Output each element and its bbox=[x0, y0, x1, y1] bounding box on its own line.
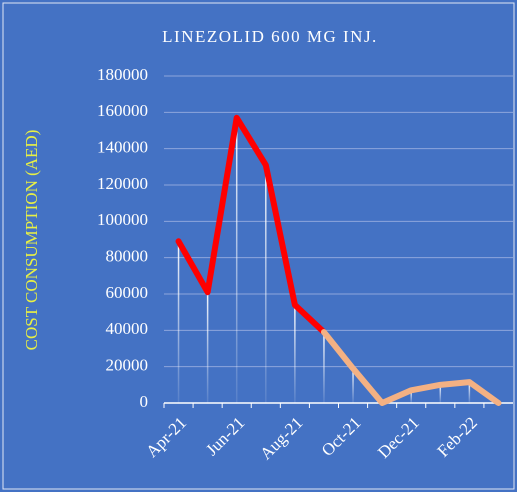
y-tick-label: 20000 bbox=[106, 356, 149, 375]
drop-line bbox=[177, 241, 180, 403]
y-tick-label: 40000 bbox=[106, 319, 149, 338]
y-tick-label: 0 bbox=[140, 392, 149, 411]
drop-line bbox=[410, 390, 412, 403]
drop-line bbox=[352, 368, 354, 403]
drop-line bbox=[265, 165, 267, 403]
y-tick-label: 160000 bbox=[97, 101, 148, 120]
drop-line bbox=[439, 384, 442, 403]
y-axis-label: COST CONSUMPTION (AED) bbox=[22, 130, 41, 351]
y-tick-label: 180000 bbox=[97, 65, 148, 84]
drop-line bbox=[235, 117, 238, 404]
series-line bbox=[175, 114, 327, 336]
y-tick-label: 120000 bbox=[97, 174, 148, 193]
drop-line bbox=[206, 292, 209, 403]
y-tick-label: 60000 bbox=[106, 283, 149, 302]
series-line bbox=[320, 329, 502, 406]
drop-line bbox=[294, 304, 296, 403]
y-tick-label: 140000 bbox=[97, 138, 148, 157]
y-tick-label: 80000 bbox=[106, 247, 149, 266]
drop-line bbox=[323, 332, 325, 403]
chart-title: LINEZOLID 600 MG INJ. bbox=[162, 27, 378, 46]
drop-line bbox=[468, 382, 471, 403]
y-tick-label: 100000 bbox=[97, 210, 148, 229]
